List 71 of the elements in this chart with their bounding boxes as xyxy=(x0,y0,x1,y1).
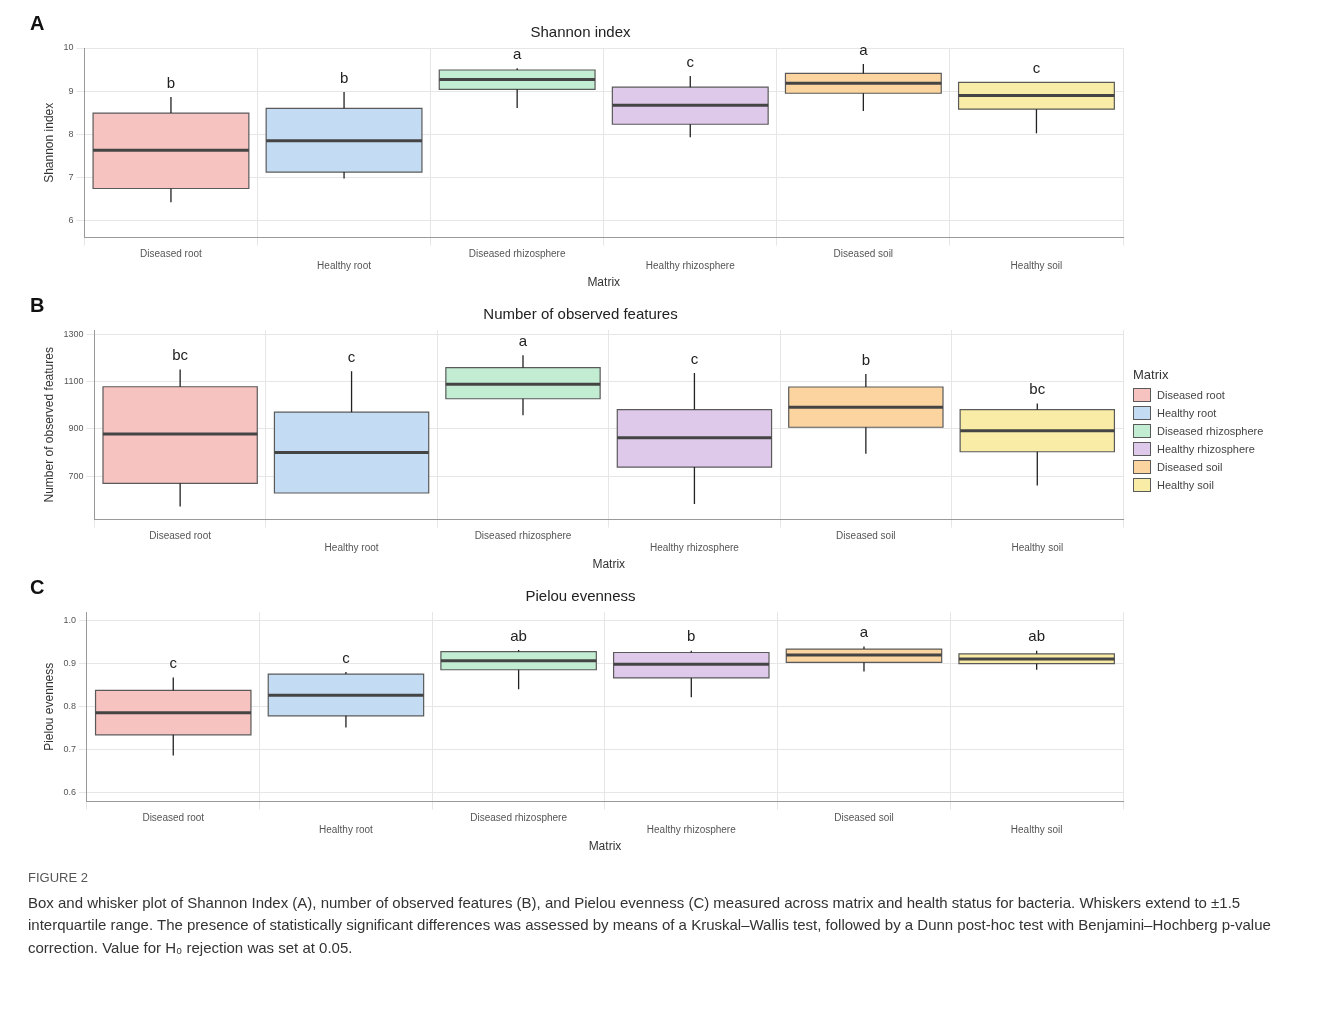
annotation: a xyxy=(859,40,869,58)
y-tick-label: 1.0 xyxy=(63,615,76,626)
annotation: a xyxy=(859,623,869,641)
annotation: c xyxy=(686,52,695,70)
annotation: b xyxy=(339,68,349,86)
legend-label: Diseased rhizosphere xyxy=(1157,424,1264,437)
annotation: c xyxy=(690,349,699,367)
legend-label: Diseased soil xyxy=(1157,460,1223,473)
annotation: a xyxy=(518,331,528,349)
x-tick-label: Healthy rhizosphere xyxy=(649,542,740,554)
legend-label: Healthy rhizosphere xyxy=(1157,442,1255,455)
x-tick-label: Diseased root xyxy=(149,530,212,542)
y-axis-title: Number of observed features xyxy=(41,347,56,503)
annotation: c xyxy=(1032,59,1041,77)
legend-label: Diseased root xyxy=(1157,388,1225,401)
y-tick-label: 1100 xyxy=(64,376,84,387)
legend-label: Healthy soil xyxy=(1157,478,1214,491)
y-tick-label: 0.6 xyxy=(63,787,76,798)
chart-title: Pielou evenness xyxy=(525,587,636,605)
x-tick-label: Healthy root xyxy=(317,260,372,272)
x-tick-label: Healthy soil xyxy=(1011,542,1064,554)
y-tick-label: 1300 xyxy=(63,329,84,340)
x-tick-label: Healthy root xyxy=(324,542,379,554)
annotation: b xyxy=(166,73,176,91)
text: A xyxy=(30,12,45,35)
y-tick-label: 0.7 xyxy=(63,744,76,755)
text: C xyxy=(30,576,45,599)
legend-label: Healthy root xyxy=(1157,406,1217,419)
annotation: c xyxy=(342,648,351,666)
y-tick-label: 9 xyxy=(68,85,74,96)
y-tick-label: 7 xyxy=(68,171,74,182)
chart-title: Number of observed features xyxy=(483,305,678,323)
annotation: b xyxy=(861,350,871,368)
x-axis-title: Matrix xyxy=(588,839,622,854)
x-tick-label: Diseased rhizosphere xyxy=(470,812,568,824)
annotation: ab xyxy=(1028,627,1045,645)
annotation: c xyxy=(347,347,356,365)
x-tick-label: Healthy soil xyxy=(1010,824,1063,836)
annotation: c xyxy=(169,654,178,672)
annotation: b xyxy=(687,627,696,645)
x-axis-title: Matrix xyxy=(592,557,626,572)
x-tick-label: Healthy rhizosphere xyxy=(645,260,736,272)
y-axis-title: Pielou evenness xyxy=(41,662,56,751)
annotation: a xyxy=(512,44,522,62)
x-tick-label: Diseased root xyxy=(140,248,203,260)
annotation: bc xyxy=(1029,380,1046,398)
x-tick-label: Diseased soil xyxy=(836,530,896,542)
x-tick-label: Diseased root xyxy=(142,812,205,824)
y-tick-label: 0.8 xyxy=(63,701,76,712)
chart-title: Shannon index xyxy=(530,23,632,41)
annotation: bc xyxy=(172,346,189,364)
x-tick-label: Healthy root xyxy=(318,824,374,836)
x-tick-label: Diseased rhizosphere xyxy=(468,248,566,260)
y-tick-label: 0.9 xyxy=(63,658,76,669)
y-tick-label: 6 xyxy=(68,214,74,225)
y-tick-label: 10 xyxy=(63,42,74,53)
caption: FIGURE 2 xyxy=(28,869,89,887)
annotation: ab xyxy=(510,626,527,644)
y-tick-label: 700 xyxy=(68,470,84,481)
y-tick-label: 8 xyxy=(68,128,74,139)
y-tick-label: 900 xyxy=(68,423,84,434)
legend-title: Matrix xyxy=(1133,366,1170,382)
x-axis-title: Matrix xyxy=(587,275,621,290)
text: B xyxy=(30,294,45,317)
x-tick-label: Healthy rhizosphere xyxy=(646,824,737,836)
x-tick-label: Diseased rhizosphere xyxy=(474,530,572,542)
x-tick-label: Healthy soil xyxy=(1010,260,1063,272)
x-tick-label: Diseased soil xyxy=(833,248,894,260)
text: Box and whisker plot of Shannon Index (A), number of observed features (B), and Pielou evenness (C) measured across matrix and health status for bacteria. Whiskers extend to ±1.5 interquartile range. The presence of statistically significant differences was assessed by means of a Kruskal–Wallis test, followed by a Dunn post-hoc test with Benjamini–Hochberg p-value correction. Value for H₀ rejection was set at 0.05. xyxy=(28,892,1272,958)
x-tick-label: Diseased soil xyxy=(834,812,894,824)
y-axis-title: Shannon index xyxy=(41,102,56,183)
